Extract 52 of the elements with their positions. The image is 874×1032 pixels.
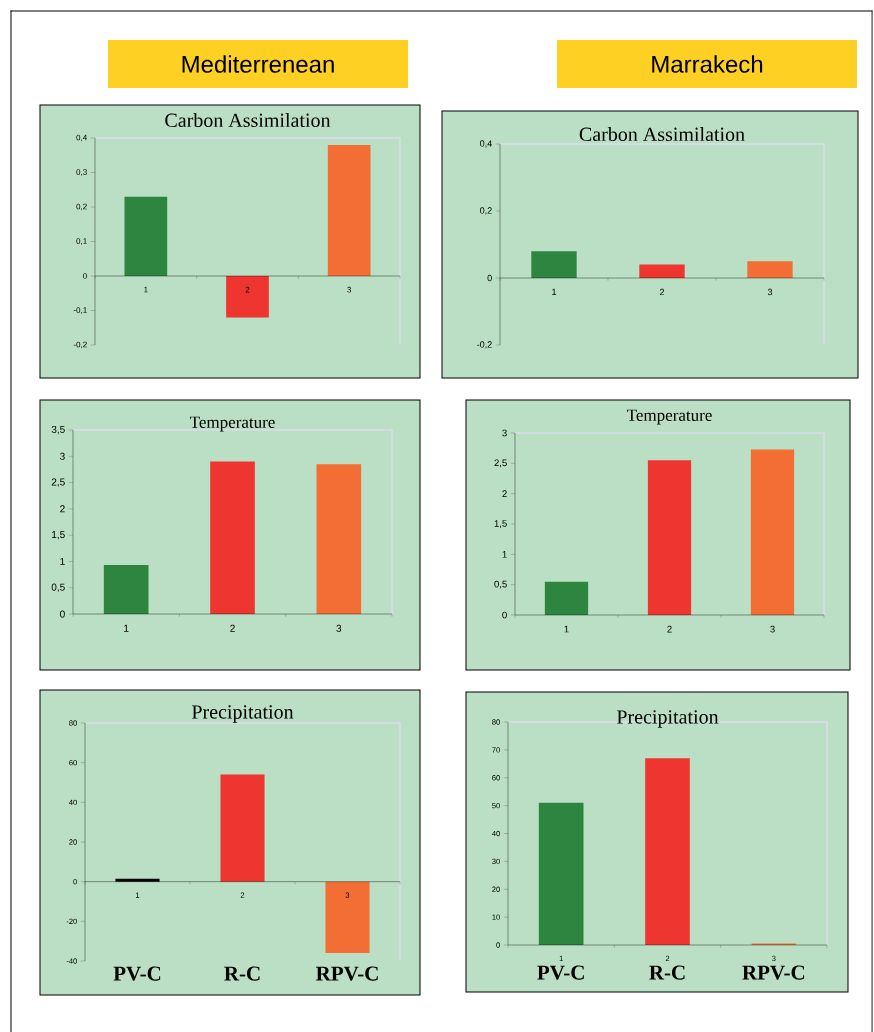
x-tick-label: 3 [767,288,773,296]
chart-title: Temperature [626,409,712,425]
text: PV-C [113,966,161,981]
y-tick-label: -0,1 [73,307,87,314]
y-tick-label: 0 [60,610,65,618]
chart-title: Carbon Assimilation [579,126,745,142]
x-tick-label: 2 [245,286,250,293]
y-tick-label: 3,5 [51,425,65,435]
text: R-C [224,966,260,981]
y-tick-label: 0,2 [480,207,492,215]
y-tick-label: 0,4 [480,140,492,148]
y-tick-label: 1,5 [494,520,507,528]
y-tick-label: 0 [487,274,492,282]
x-tick-label: 1 [144,286,148,293]
y-tick-label: 0,5 [494,580,507,589]
x-tick-label: 1 [552,288,557,295]
y-tick-label: 2 [502,490,507,497]
y-tick-label: -0,2 [477,341,492,349]
y-tick-label: 1 [60,557,65,565]
y-tick-label: 0 [502,611,507,619]
y-tick-label: 0,2 [76,203,87,211]
x-tick-label: 1 [564,625,569,633]
chart-title: Temperature [189,416,275,432]
x-tick-label: 2 [659,288,665,296]
y-tick-label: 3 [502,429,507,437]
x-tick-label: 3 [347,286,352,293]
chart-subtitle: Mediterrenean [182,55,334,73]
chart-title: Precipitation [191,705,294,723]
y-tick-label: 2,5 [494,459,507,468]
x-tick-label: 1 [124,624,129,632]
y-tick-label: 0,5 [51,583,65,592]
x-tick-label: 3 [770,625,775,633]
y-tick-label: 3 [60,452,65,460]
y-tick-label: 0,1 [76,238,87,245]
chart-subtitle: Marrakech [652,55,763,73]
x-tick-label: 2 [667,625,672,633]
text: RPV-C [742,965,805,980]
y-tick-label: 1 [502,551,507,558]
x-tick-label: 3 [336,624,342,632]
x-tick-label: 2 [230,624,235,632]
y-tick-label: 2 [60,505,65,513]
text: R-C [649,965,685,980]
y-tick-label: 0 [83,273,87,279]
y-tick-label: 2,5 [51,478,65,487]
chart-title: Precipitation [616,710,719,728]
y-tick-label: -0,2 [73,341,87,349]
text: RPV-C [315,966,378,981]
text: PV-C [537,965,584,980]
chart-title: Carbon Assimilation [165,112,331,128]
y-tick-label: 0,4 [76,134,87,142]
y-tick-label: 0,3 [76,169,87,176]
y-tick-label: 1,5 [52,531,65,540]
